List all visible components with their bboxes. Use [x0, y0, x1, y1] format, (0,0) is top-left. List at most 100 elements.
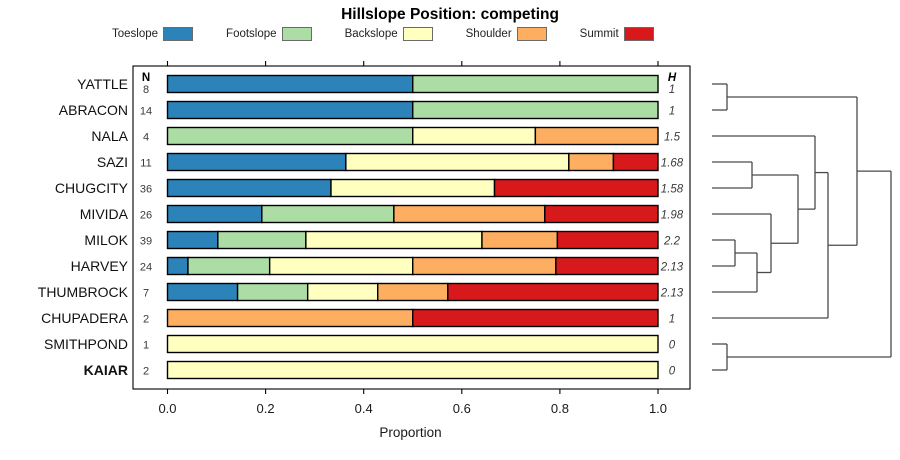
bar-segment-mivida-summit: [544, 204, 659, 224]
n-value: 7: [143, 288, 149, 300]
row-label: KAIAR: [84, 362, 128, 378]
n-value: 8: [143, 84, 149, 96]
bar-segment-yattle-footslope: [412, 74, 659, 94]
bar-segment-kaiar-backslope: [166, 360, 659, 380]
x-tick-label: 0.8: [551, 401, 569, 416]
bar-segment-sazi-toeslope: [166, 152, 347, 172]
h-value: 0: [669, 340, 676, 352]
legend-item-shoulder: Shoulder: [466, 27, 547, 41]
row-label: ABRACON: [59, 102, 128, 118]
row-label: CHUPADERA: [41, 310, 129, 326]
legend-item-backslope: Backslope: [345, 27, 433, 41]
row-label: SAZI: [97, 154, 128, 170]
bar-segment-sazi-summit: [612, 152, 659, 172]
legend-item-toeslope: Toeslope: [112, 27, 194, 41]
h-value: 2.13: [660, 262, 684, 274]
n-value: 14: [140, 106, 152, 118]
h-value: 1.5: [664, 132, 681, 144]
bar-segment-thumbrock-shoulder: [377, 282, 449, 302]
n-value: 1: [143, 340, 149, 352]
n-value: 2: [143, 366, 149, 378]
bar-segment-harvey-toeslope: [166, 256, 189, 276]
h-value: 0: [669, 366, 676, 378]
bar-segment-nala-footslope: [166, 126, 414, 146]
n-value: 39: [140, 236, 152, 248]
legend-swatch-backslope-icon: [402, 27, 433, 41]
bar-segment-harvey-backslope: [268, 256, 414, 276]
bar-segment-nala-shoulder: [534, 126, 659, 146]
row-label: MIVIDA: [80, 206, 129, 222]
n-value: 2: [143, 314, 149, 326]
n-column-header: N: [142, 72, 150, 84]
bar-segment-nala-backslope: [412, 126, 537, 146]
h-value: 1: [669, 314, 675, 326]
x-axis-title: Proportion: [379, 425, 442, 440]
bar-segment-milok-toeslope: [166, 230, 219, 250]
bar-segment-smithpond-backslope: [166, 334, 659, 354]
bar-segment-milok-footslope: [217, 230, 307, 250]
row-label: THUMBROCK: [38, 284, 129, 300]
bar-segment-sazi-backslope: [345, 152, 570, 172]
bar-segment-chupadera-summit: [412, 308, 659, 328]
legend-label: Footslope: [226, 28, 277, 40]
bar-segment-mivida-toeslope: [166, 204, 263, 224]
h-column-header: H: [668, 72, 677, 84]
legend-swatch-shoulder-icon: [516, 27, 547, 41]
h-value: 1.68: [661, 158, 684, 170]
n-value: 11: [140, 158, 151, 170]
bar-segment-milok-backslope: [305, 230, 483, 250]
legend-item-footslope: Footslope: [226, 27, 312, 41]
chart-title: Hillslope Position: competing: [341, 6, 559, 23]
bar-segment-abracon-toeslope: [166, 100, 414, 120]
n-value: 36: [140, 184, 152, 196]
bar-segment-chugcity-toeslope: [166, 178, 332, 198]
row-label: MILOK: [84, 232, 128, 248]
legend-swatch-toeslope-icon: [163, 27, 194, 41]
bar-segment-harvey-summit: [555, 256, 659, 276]
bar-segment-sazi-shoulder: [568, 152, 615, 172]
bar-segment-milok-summit: [556, 230, 659, 250]
x-tick-label: 0.0: [158, 401, 176, 416]
legend-swatch-footslope-icon: [281, 27, 312, 41]
h-value: 2.13: [660, 288, 684, 300]
row-label: HARVEY: [71, 258, 129, 274]
plot-box: [132, 65, 691, 390]
x-tick-label: 0.4: [355, 401, 373, 416]
bar-segment-chugcity-summit: [493, 178, 659, 198]
h-value: 1: [669, 106, 675, 118]
bar-segment-yattle-toeslope: [166, 74, 414, 94]
bar-segment-thumbrock-backslope: [306, 282, 379, 302]
x-tick-label: 0.2: [257, 401, 275, 416]
bar-segment-milok-shoulder: [481, 230, 559, 250]
legend-label: Shoulder: [465, 28, 512, 40]
n-value: 24: [140, 262, 152, 274]
bar-segment-mivida-shoulder: [393, 204, 546, 224]
legend-label: Summit: [579, 28, 619, 40]
legend-item-summit: Summit: [580, 27, 654, 41]
legend-label: Backslope: [344, 28, 398, 40]
x-tick-label: 1.0: [649, 401, 667, 416]
bar-segment-abracon-footslope: [412, 100, 659, 120]
x-tick-label: 0.6: [453, 401, 471, 416]
row-label: NALA: [91, 128, 128, 144]
legend: Toeslope Footslope Backslope Shoulder Su…: [112, 27, 654, 41]
bar-segment-chupadera-shoulder: [166, 308, 414, 328]
h-value: 2.2: [663, 236, 681, 248]
legend-label: Toeslope: [112, 28, 159, 40]
bar-segment-thumbrock-footslope: [236, 282, 309, 302]
n-value: 26: [140, 210, 152, 222]
bar-segment-harvey-footslope: [187, 256, 271, 276]
h-value: 1.98: [661, 210, 684, 222]
h-value: 1: [669, 84, 675, 96]
bar-segment-chugcity-backslope: [330, 178, 496, 198]
row-label: SMITHPOND: [44, 336, 128, 352]
n-value: 4: [143, 132, 149, 144]
bar-segment-harvey-shoulder: [412, 256, 557, 276]
bar-segment-thumbrock-summit: [447, 282, 659, 302]
row-label: YATTLE: [77, 76, 128, 92]
bar-segment-thumbrock-toeslope: [166, 282, 239, 302]
legend-swatch-summit-icon: [623, 27, 654, 41]
h-value: 1.58: [661, 184, 684, 196]
